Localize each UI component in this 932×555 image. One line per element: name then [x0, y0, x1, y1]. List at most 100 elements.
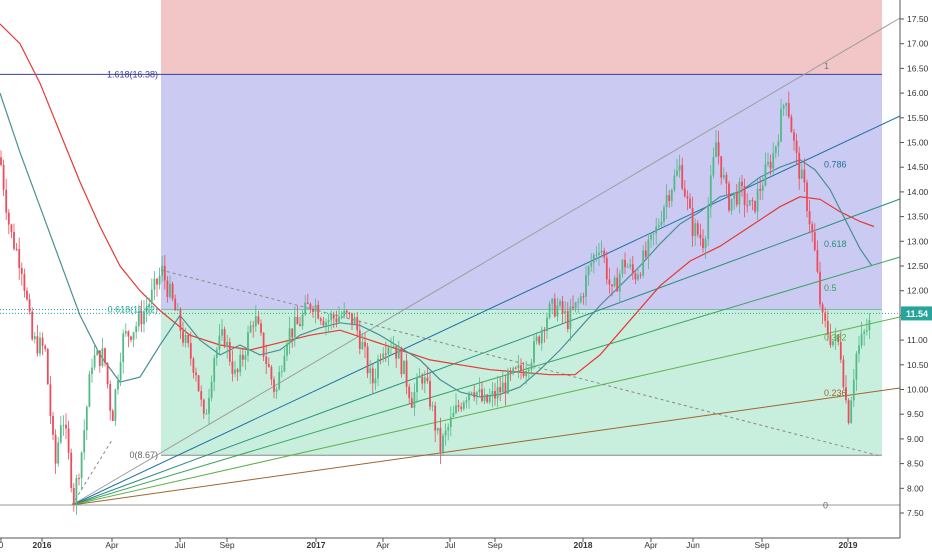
- candle-body: [598, 252, 600, 255]
- fan-label-1: 0.786: [824, 160, 847, 170]
- candle-body: [239, 354, 242, 373]
- candle-body: [639, 274, 642, 276]
- candle-body: [262, 332, 265, 357]
- candle-body: [845, 387, 847, 401]
- candle-body: [572, 306, 574, 309]
- candle-body: [637, 274, 639, 280]
- candle-body: [244, 355, 247, 360]
- candle-body: [117, 380, 119, 390]
- candle-body: [247, 332, 249, 356]
- candle-body: [31, 311, 34, 340]
- fan-line-4: [71, 316, 901, 506]
- candle-body: [764, 164, 767, 186]
- y-tick-label: 13.50: [907, 212, 929, 222]
- candle-body: [733, 192, 736, 199]
- candle-body: [200, 391, 203, 400]
- fib-label-0: 1.618(16.38): [107, 69, 158, 79]
- x-tick-label: 2016: [33, 540, 52, 550]
- candle-body: [213, 357, 216, 382]
- candle-body: [132, 332, 135, 340]
- x-tick-label: Apr: [105, 540, 118, 550]
- candle-body: [304, 302, 307, 315]
- candle-body: [824, 312, 827, 321]
- candle-body: [730, 198, 733, 211]
- y-tick-label: 15.00: [907, 138, 929, 148]
- candle-body: [826, 320, 829, 335]
- candle-body: [189, 343, 192, 359]
- candle-body: [179, 309, 182, 331]
- candle-body: [23, 273, 26, 291]
- candle-body: [20, 267, 23, 274]
- candle-body: [314, 304, 317, 312]
- candle-body: [153, 278, 156, 290]
- y-tick-label: 10.00: [907, 385, 929, 395]
- candle-body: [93, 355, 96, 368]
- candle-body: [678, 165, 681, 171]
- candle-body: [746, 204, 749, 206]
- gann-fan: [71, 17, 901, 506]
- candle-body: [221, 329, 223, 336]
- y-tick-label: 14.00: [907, 187, 929, 197]
- candle-body: [806, 182, 808, 211]
- candle-body: [299, 324, 301, 326]
- candle-body: [676, 170, 678, 176]
- candle-body: [624, 259, 626, 268]
- candle-body: [218, 335, 221, 350]
- candle-body: [270, 367, 273, 380]
- candle-body: [442, 435, 444, 452]
- candle-body: [124, 331, 127, 334]
- candle-body: [483, 394, 486, 401]
- candle-body: [608, 279, 611, 285]
- candle-body: [340, 316, 343, 318]
- candle-body: [759, 189, 762, 191]
- fib-label-1: 0.618(11.62): [108, 304, 158, 314]
- candle-body: [192, 358, 195, 373]
- candle-body: [569, 306, 572, 330]
- x-tick-label: Sep: [487, 540, 502, 550]
- candle-body: [670, 190, 673, 202]
- y-tick-label: 9.50: [907, 409, 924, 419]
- candle-body: [772, 153, 775, 169]
- y-tick-label: 8.50: [907, 459, 924, 469]
- fib-band-top: [161, 0, 882, 75]
- candle-body: [70, 452, 73, 489]
- candle-body: [137, 311, 140, 327]
- candle-body: [309, 303, 312, 310]
- x-tick-label: Jun: [686, 540, 700, 550]
- candle-body: [525, 370, 528, 377]
- y-tick-label: 14.50: [907, 162, 929, 172]
- candle-body: [46, 348, 49, 385]
- candle-body: [811, 224, 814, 233]
- candle-body: [460, 407, 463, 409]
- candle-body: [501, 382, 504, 393]
- candle-body: [371, 368, 374, 384]
- candle-body: [18, 249, 21, 268]
- fan-label-5: 0.236: [824, 388, 847, 398]
- candle-body: [800, 169, 803, 179]
- candle-body: [712, 157, 715, 176]
- candle-body: [819, 271, 821, 305]
- candle-body: [644, 250, 647, 257]
- candle-body: [790, 116, 793, 133]
- candle-body: [603, 250, 606, 258]
- candle-body: [429, 380, 431, 407]
- candle-body: [559, 301, 561, 306]
- candle-body: [171, 283, 174, 299]
- candle-body: [709, 175, 712, 208]
- candle-body: [855, 353, 858, 380]
- candle-body: [410, 398, 413, 408]
- candle-body: [808, 210, 811, 225]
- candle-body: [496, 387, 499, 399]
- candle-body: [813, 232, 816, 251]
- candle-body: [626, 266, 629, 268]
- candle-body: [119, 362, 122, 381]
- candle-body: [803, 169, 806, 183]
- right-axis-bg: [900, 0, 932, 550]
- candle-body: [236, 369, 239, 373]
- candle-body: [332, 314, 335, 319]
- candle-body: [816, 250, 819, 272]
- last-price-tag: [901, 306, 932, 321]
- candle-body: [839, 341, 842, 360]
- candle-body: [621, 259, 624, 274]
